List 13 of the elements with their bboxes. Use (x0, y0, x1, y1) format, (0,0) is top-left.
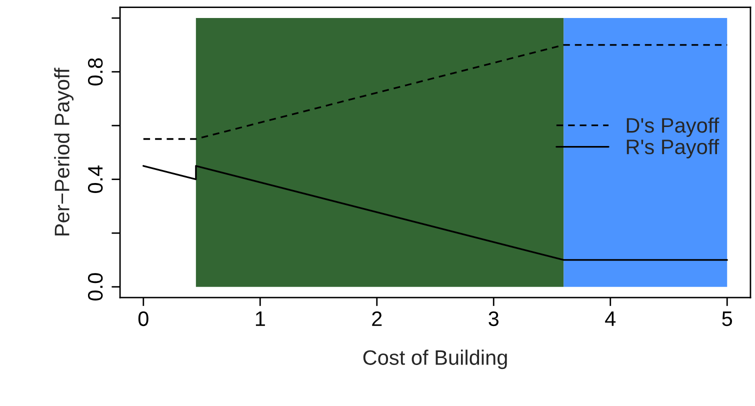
x-axis-title: Cost of Building (363, 350, 507, 370)
y-axis-title: Per−Period Payoff (54, 68, 74, 236)
text: 0.0 (88, 273, 103, 301)
legend-label: R's Payoff (626, 139, 720, 158)
x-tick-label: 5 (722, 312, 732, 326)
x-tick-label: 1 (256, 312, 265, 326)
x-tick-label: 0 (138, 311, 148, 326)
y-tick-label: 0.8 (88, 58, 103, 86)
x-tick-label: 2 (372, 311, 382, 326)
x-tick-label: 3 (488, 311, 499, 326)
legend-label: D's Payoff (626, 118, 720, 137)
x-tick-label: 4 (605, 312, 616, 326)
y-tick-label: 0.4 (88, 165, 103, 193)
